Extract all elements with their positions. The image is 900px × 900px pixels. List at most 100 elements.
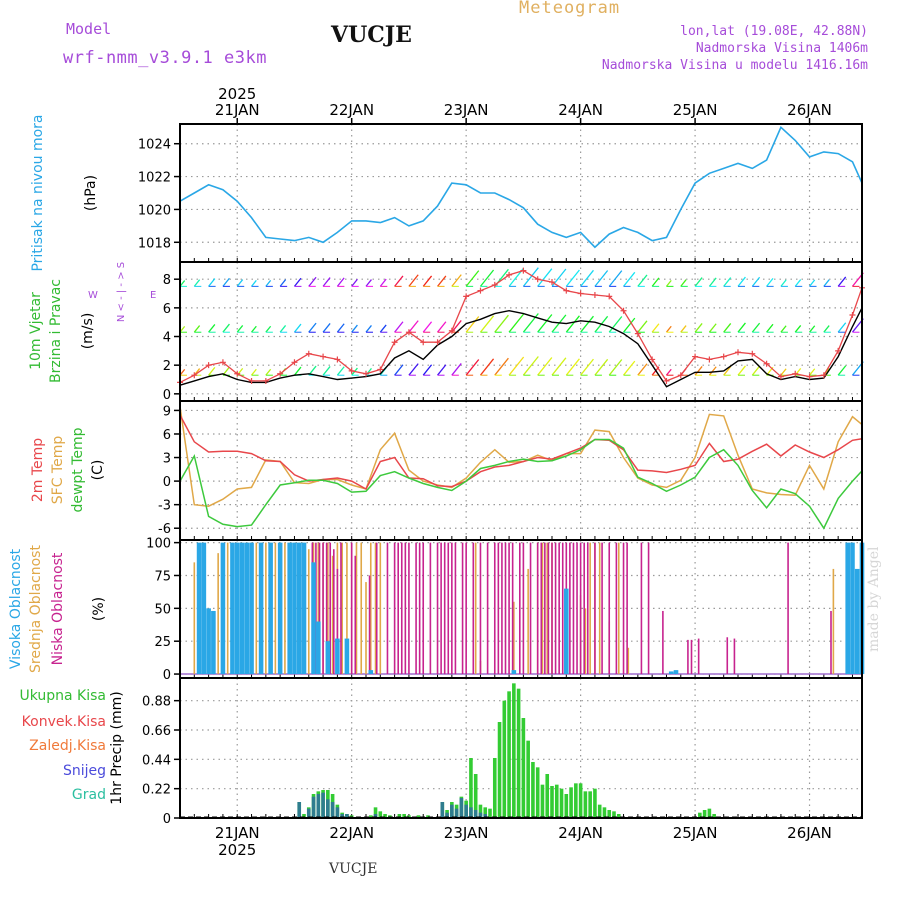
total-precip-bar: [702, 810, 707, 818]
wind-mean-line: [179, 307, 863, 388]
wind-barb: [251, 279, 257, 287]
low-cloud-bar: [368, 575, 371, 675]
conv-precip-bar: [469, 807, 473, 818]
wind-gust-point: [820, 372, 827, 379]
low-cloud-bar: [561, 542, 564, 675]
low-cloud-bar: [726, 637, 729, 675]
wind-barb: [208, 278, 216, 287]
mid-cloud-bar: [265, 542, 267, 675]
wind-barb: [665, 368, 672, 376]
wind-barb: [537, 357, 553, 376]
low-cloud-bar: [451, 542, 453, 675]
total-precip-bar: [373, 807, 378, 818]
wind-gust-point: [634, 330, 641, 337]
conv-precip-bar: [326, 799, 330, 818]
wind-barb: [193, 279, 201, 287]
y-tick-label: 1018: [138, 236, 171, 251]
panel-frame-precip: [179, 677, 863, 819]
wind-gust-point: [549, 279, 555, 286]
wind-barb: [551, 357, 567, 376]
y-tick-label: 6: [163, 428, 171, 443]
low-cloud-bar: [608, 542, 611, 675]
wind-barb: [265, 279, 272, 287]
y-tick-label: 100: [146, 537, 171, 552]
wind-gust-point: [835, 347, 842, 354]
y-tick-label: 0: [163, 388, 171, 403]
low-cloud-bar: [583, 542, 585, 675]
wind-barb: [637, 274, 648, 287]
low-cloud-bar: [501, 542, 503, 675]
wind-barb: [594, 358, 609, 376]
wind-barb: [751, 276, 761, 287]
wind-barb: [837, 276, 847, 287]
wind-barb: [408, 320, 419, 333]
total-precip-bar: [545, 774, 550, 818]
wind-gust-point: [320, 353, 327, 360]
wind-barb: [623, 317, 636, 333]
wind-side-label-2: Brzina i Pravac: [48, 279, 64, 383]
low-cloud-bar: [551, 542, 553, 675]
low-cloud-bar: [333, 549, 335, 675]
mid-cloud-bar: [365, 582, 367, 675]
sfc-side-label: SFC Temp: [50, 436, 66, 505]
wind-barb: [208, 367, 216, 376]
x-day-label-bottom: 23JAN: [444, 824, 489, 842]
wind-barb: [608, 359, 623, 376]
wind-barb: [537, 268, 553, 287]
cloud-unit-label: (%): [91, 597, 107, 621]
wind-barb: [694, 323, 703, 333]
wind-barb: [279, 325, 287, 333]
wind-barb: [637, 363, 648, 376]
mid-cloud-bar: [546, 542, 549, 675]
low-cloud-bar: [404, 542, 407, 675]
wind-barb: [837, 365, 847, 376]
y-tick-label: 1020: [138, 203, 171, 218]
y-tick-label: 0: [163, 668, 171, 683]
low-cloud-bar: [615, 542, 618, 675]
wind-barb: [465, 270, 480, 287]
wind-gust-point: [692, 353, 699, 360]
conv-precip-bar: [473, 810, 478, 818]
wind-barb: [623, 271, 636, 287]
wind-barb: [694, 366, 703, 376]
wind-barb: [279, 279, 287, 287]
wind-gust-point: [563, 287, 570, 294]
total-precip-bar: [497, 722, 502, 818]
wind-gust-point: [191, 372, 198, 379]
wind-barb: [723, 323, 732, 333]
wind-gust-point: [649, 356, 656, 363]
wind-barb: [394, 321, 404, 333]
wind-barb: [522, 356, 539, 376]
y-tick-label: 3: [163, 452, 171, 467]
low-cloud-bar: [733, 638, 736, 675]
total-precip-bar: [578, 783, 583, 818]
wind-barb: [208, 324, 216, 333]
mid-cloud-bar: [255, 542, 258, 675]
wind-barb: [322, 323, 331, 333]
wind-barb: [336, 277, 345, 287]
wind-gust-point: [219, 359, 226, 366]
conv-precip-bar: [483, 814, 488, 818]
high-cloud-bar: [258, 542, 264, 675]
mid-cloud-bar: [379, 542, 382, 675]
high-cloud-bar: [234, 542, 240, 675]
low-cloud-bar: [354, 555, 357, 675]
total-precip-bar: [483, 807, 488, 818]
total-precip-bar: [588, 791, 592, 818]
high-cloud-bar: [845, 542, 850, 675]
wind-barb: [322, 366, 331, 376]
conv-precip-bar: [454, 808, 459, 818]
high-cloud-bar: [325, 641, 331, 675]
wind-gust-point: [305, 350, 312, 357]
mid-cloud-bar: [513, 601, 515, 675]
wind-gust-point: [477, 287, 484, 294]
high-cloud-bar: [854, 568, 860, 675]
wind-barb: [751, 365, 761, 376]
low-cloud-bar: [626, 542, 628, 675]
pressure-line: [179, 125, 863, 249]
wind-barb: [823, 279, 830, 287]
wind-barb: [265, 325, 272, 333]
wind-barb: [222, 323, 230, 333]
total-precip-bar: [550, 786, 554, 818]
